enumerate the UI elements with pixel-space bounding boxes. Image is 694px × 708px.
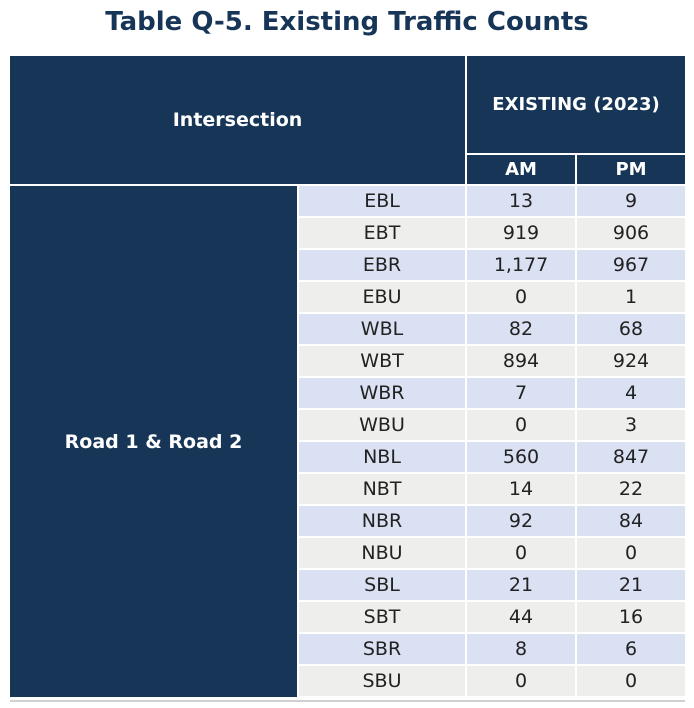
movement-cell: SBU xyxy=(298,665,468,698)
movement-cell: WBL xyxy=(298,313,468,346)
movement-cell: EBU xyxy=(298,281,468,314)
pm-count-cell: 847 xyxy=(576,441,686,474)
am-count-cell: 894 xyxy=(466,345,578,378)
pm-count-cell: 84 xyxy=(576,505,686,538)
table-row: NBL 560 847 xyxy=(10,441,686,474)
table-row: SBT 44 16 xyxy=(10,601,686,634)
movement-cell: SBL xyxy=(298,569,468,602)
traffic-counts-table: Intersection EXISTING (2023) AM PM Road … xyxy=(10,56,686,698)
am-count-cell: 44 xyxy=(466,601,578,634)
table-row: Road 1 & Road 2 EBL 13 9 xyxy=(10,185,686,697)
pm-count-cell: 21 xyxy=(576,569,686,602)
am-count-cell: 7 xyxy=(466,377,578,410)
pm-count-cell: 0 xyxy=(576,537,686,570)
am-count-cell: 919 xyxy=(466,217,578,250)
movement-cell: WBT xyxy=(298,345,468,378)
movement-cell: WBR xyxy=(298,377,468,410)
am-count-cell: 0 xyxy=(466,665,578,698)
pm-count-cell: 1 xyxy=(576,281,686,314)
movement-cell: NBR xyxy=(298,505,468,538)
table-row: EBR 1,177 967 xyxy=(10,249,686,282)
table-row: NBR 92 84 xyxy=(10,505,686,538)
table-body: Road 1 & Road 2 EBL 13 9 EBT 919 906 EBR 1,177 96… xyxy=(10,185,686,698)
table-row: EBU 0 1 xyxy=(10,281,686,314)
pm-count-cell: 4 xyxy=(576,377,686,410)
pm-count-cell: 967 xyxy=(576,249,686,282)
pm-count-cell: 22 xyxy=(576,473,686,506)
table-row: NBU 0 0 xyxy=(10,537,686,570)
intersection-name-cell: Road 1 & Road 2 xyxy=(10,185,299,697)
intersection-header: Intersection xyxy=(10,56,468,186)
am-count-cell: 0 xyxy=(466,409,578,442)
am-header: AM xyxy=(466,154,578,186)
pm-count-cell: 906 xyxy=(576,217,686,250)
movement-cell: NBU xyxy=(298,537,468,570)
movement-cell: EBL xyxy=(298,185,468,218)
pm-header: PM xyxy=(576,154,686,186)
table-title: Table Q-5. Existing Traffic Counts xyxy=(105,7,589,37)
am-count-cell: 8 xyxy=(466,633,578,666)
am-count-cell: 560 xyxy=(466,441,578,474)
movement-cell: NBL xyxy=(298,441,468,474)
am-count-cell: 82 xyxy=(466,313,578,346)
am-count-cell: 13 xyxy=(466,185,578,218)
pm-count-cell: 924 xyxy=(576,345,686,378)
pm-count-cell: 3 xyxy=(576,409,686,442)
table-row: WBT 894 924 xyxy=(10,345,686,378)
movement-cell: EBR xyxy=(298,249,468,282)
table-bottom-rule xyxy=(10,700,685,702)
am-count-cell: 14 xyxy=(466,473,578,506)
pm-count-cell: 6 xyxy=(576,633,686,666)
table-row: SBL 21 21 xyxy=(10,569,686,602)
table-row: SBU 0 0 xyxy=(10,665,686,698)
am-count-cell: 92 xyxy=(466,505,578,538)
am-count-cell: 1,177 xyxy=(466,249,578,282)
movement-cell: WBU xyxy=(298,409,468,442)
movement-cell: NBT xyxy=(298,473,468,506)
am-count-cell: 21 xyxy=(466,569,578,602)
pm-count-cell: 9 xyxy=(576,185,686,218)
table-row: NBT 14 22 xyxy=(10,473,686,506)
movement-cell: EBT xyxy=(298,217,468,250)
table-row: WBL 82 68 xyxy=(10,313,686,346)
table-row: EBT 919 906 xyxy=(10,217,686,250)
movement-cell: SBR xyxy=(298,633,468,666)
pm-count-cell: 16 xyxy=(576,601,686,634)
existing-2023-header: EXISTING (2023) xyxy=(466,56,686,155)
table-row: WBU 0 3 xyxy=(10,409,686,442)
pm-count-cell: 0 xyxy=(576,665,686,698)
table-row: SBR 8 6 xyxy=(10,633,686,666)
table-row: WBR 7 4 xyxy=(10,377,686,410)
am-count-cell: 0 xyxy=(466,281,578,314)
movement-cell: SBT xyxy=(298,601,468,634)
am-count-cell: 0 xyxy=(466,537,578,570)
pm-count-cell: 68 xyxy=(576,313,686,346)
